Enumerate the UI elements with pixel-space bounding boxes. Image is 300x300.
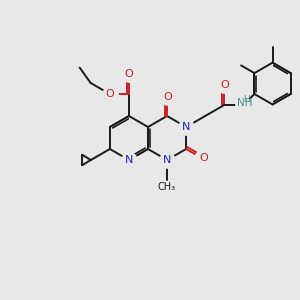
Text: O: O bbox=[220, 80, 229, 90]
Text: O: O bbox=[105, 89, 114, 99]
Text: N: N bbox=[163, 155, 171, 165]
Text: H: H bbox=[243, 94, 250, 103]
Text: O: O bbox=[124, 69, 133, 79]
Text: N: N bbox=[125, 155, 133, 165]
Text: CH₃: CH₃ bbox=[158, 182, 176, 192]
Text: N: N bbox=[182, 122, 190, 132]
Text: NH: NH bbox=[237, 98, 252, 108]
Text: O: O bbox=[199, 153, 208, 163]
Text: O: O bbox=[164, 92, 172, 102]
